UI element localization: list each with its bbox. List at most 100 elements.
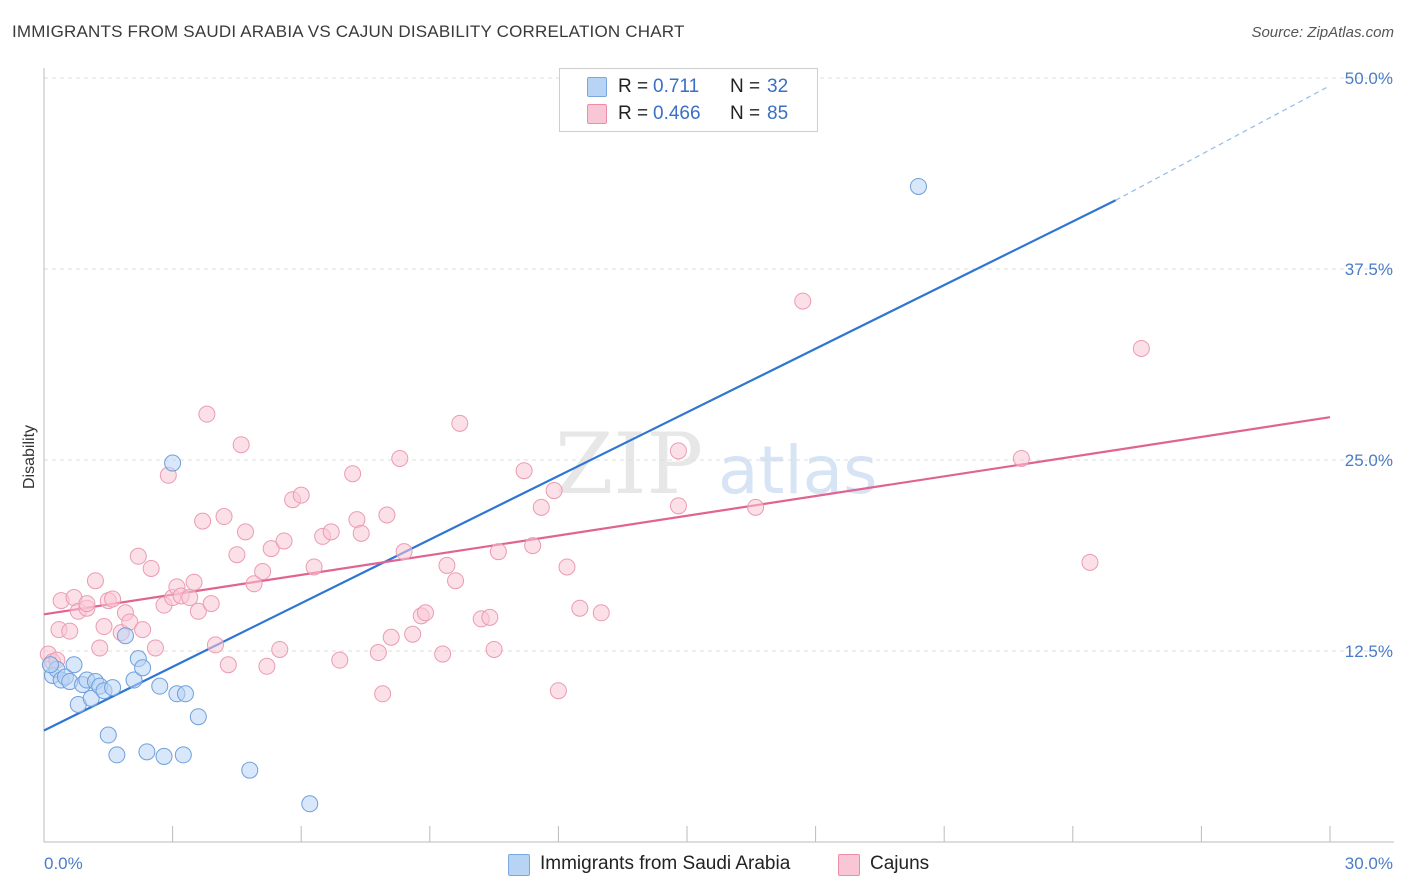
point-cajun [189, 602, 207, 620]
point-cajun [206, 636, 224, 654]
point-cajun [515, 462, 533, 480]
point-saudi [82, 689, 100, 707]
point-cajun [185, 573, 203, 591]
point-saudi [241, 761, 259, 779]
point-cajun [228, 546, 246, 564]
watermark-atlas: atlas [718, 432, 878, 509]
point-cajun [524, 537, 542, 555]
y-axis-label: Disability [21, 425, 38, 489]
point-cajun [104, 590, 122, 608]
x-tick-labels: 0.0% 30.0% [44, 854, 1393, 873]
point-cajun [61, 622, 79, 640]
data-points [39, 177, 1150, 813]
point-cajun [271, 640, 289, 658]
trend-line-saudi [43, 199, 1117, 732]
point-saudi [99, 726, 117, 744]
legend-r-label: R = [618, 103, 649, 124]
legend-swatch-saudi [587, 77, 607, 97]
point-cajun [669, 497, 687, 515]
point-cajun [275, 532, 293, 550]
point-cajun [747, 498, 765, 516]
y-tick-label: 25.0% [1345, 451, 1393, 470]
point-saudi [125, 671, 143, 689]
point-cajun [194, 512, 212, 530]
point-saudi [41, 656, 59, 674]
y-tick-labels: 12.5% 25.0% 37.5% 50.0% [1345, 69, 1393, 661]
legend-r-value: 0.711 [653, 76, 700, 97]
point-cajun [91, 639, 109, 657]
point-cajun [558, 558, 576, 576]
point-cajun [369, 644, 387, 662]
point-saudi [65, 656, 83, 674]
point-saudi [134, 659, 152, 677]
watermark-zip: ZIP [555, 415, 703, 513]
y-tick-label: 50.0% [1345, 69, 1393, 88]
point-cajun [1081, 553, 1099, 571]
point-saudi [909, 177, 927, 195]
point-saudi [189, 708, 207, 726]
legend-n-value: 32 [767, 76, 789, 97]
point-cajun [1132, 339, 1150, 357]
point-cajun [181, 589, 199, 607]
point-saudi [108, 746, 126, 764]
point-cajun [146, 639, 164, 657]
point-cajun [245, 575, 263, 593]
point-cajun [254, 563, 272, 581]
point-cajun [451, 414, 469, 432]
watermark: ZIP atlas [555, 415, 878, 513]
point-cajun [549, 682, 567, 700]
point-saudi [155, 747, 173, 765]
point-cajun [489, 543, 507, 561]
grid-lines [44, 77, 1394, 652]
point-saudi [104, 679, 122, 697]
trend-line-saudi-extension [1115, 85, 1331, 201]
legend-r-label: R = [618, 76, 649, 97]
point-cajun [305, 558, 323, 576]
axes [43, 68, 1394, 843]
point-cajun [481, 608, 499, 626]
point-saudi [151, 677, 169, 695]
chart-title: IMMIGRANTS FROM SAUDI ARABIA VS CAJUN DI… [12, 22, 685, 41]
bottom-legend-label-cajuns: Cajuns [870, 853, 930, 874]
point-cajun [322, 523, 340, 541]
point-cajun [344, 465, 362, 483]
point-cajun [438, 556, 456, 574]
point-cajun [669, 442, 687, 460]
point-cajun [571, 599, 589, 617]
point-cajun [142, 559, 160, 577]
y-tick-label: 12.5% [1345, 642, 1393, 661]
point-cajun [198, 405, 216, 423]
point-saudi [138, 743, 156, 761]
bottom-legend-swatch-cajuns [838, 854, 860, 876]
point-cajun [417, 604, 435, 622]
point-cajun [331, 651, 349, 669]
x-tick-label-min: 0.0% [44, 854, 83, 873]
point-saudi [301, 795, 319, 813]
point-saudi [164, 454, 182, 472]
legend-r-value: 0.466 [653, 103, 701, 124]
bottom-legend-swatch-saudi [508, 854, 530, 876]
point-cajun [78, 595, 96, 613]
point-cajun [292, 486, 310, 504]
point-cajun [374, 685, 392, 703]
point-saudi [174, 746, 192, 764]
legend-swatch-cajuns [587, 104, 607, 124]
trend-lines [43, 85, 1331, 732]
point-cajun [262, 540, 280, 558]
point-cajun [202, 595, 220, 613]
y-tick-label: 37.5% [1345, 260, 1393, 279]
legend-n-label: N = [730, 76, 761, 97]
point-cajun [404, 625, 422, 643]
legend-n-label: N = [730, 103, 761, 124]
point-cajun [1012, 449, 1030, 467]
bottom-legend-label-saudi: Immigrants from Saudi Arabia [540, 853, 791, 874]
x-tick-label-max: 30.0% [1345, 854, 1393, 873]
point-cajun [382, 628, 400, 646]
point-cajun [219, 656, 237, 674]
point-cajun [134, 621, 152, 639]
point-cajun [794, 292, 812, 310]
point-saudi [176, 685, 194, 703]
correlation-legend: R = 0.711 N = 32 R = 0.466 N = 85 [559, 68, 818, 132]
point-cajun [95, 618, 113, 636]
